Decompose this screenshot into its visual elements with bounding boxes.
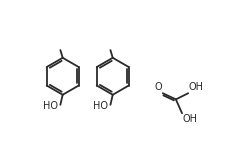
- Text: HO: HO: [93, 100, 108, 111]
- Text: HO: HO: [43, 100, 58, 111]
- Text: OH: OH: [182, 114, 197, 124]
- Text: OH: OH: [188, 82, 203, 92]
- Text: O: O: [154, 82, 161, 92]
